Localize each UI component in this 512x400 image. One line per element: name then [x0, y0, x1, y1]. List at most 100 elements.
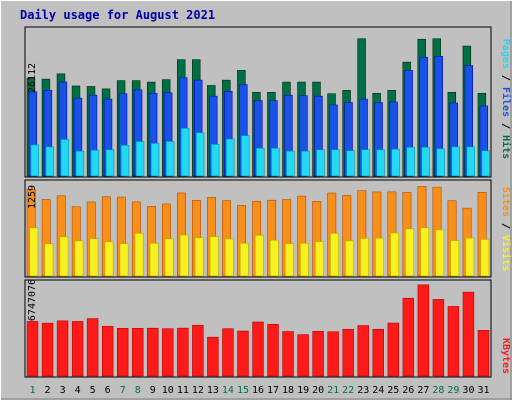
bar-sites-day-29	[450, 240, 460, 277]
bar-kbytes-day-23	[357, 325, 369, 377]
legend-separator-1: /	[500, 69, 511, 87]
bar-sites-day-9	[149, 243, 159, 277]
bar-pages-day-30	[466, 146, 475, 177]
bar-pages-day-18	[286, 150, 295, 177]
bar-sites-day-12	[194, 237, 204, 277]
bar-sites-day-26	[405, 228, 415, 277]
bar-sites-day-16	[254, 235, 264, 277]
bar-kbytes-day-10	[162, 328, 174, 377]
x-tick-label-day-1: 1	[30, 385, 36, 396]
svg-text:Pages / Files / Hits: Pages / Files / Hits	[500, 39, 512, 159]
bar-pages-day-8	[135, 141, 145, 177]
x-tick-label-day-2: 2	[45, 385, 51, 396]
bar-kbytes-day-11	[177, 327, 189, 377]
bar-sites-day-25	[390, 232, 400, 277]
x-tick-label-day-4: 4	[75, 385, 81, 396]
bar-pages-day-14	[226, 138, 235, 177]
x-tick-label-day-14: 14	[222, 385, 234, 396]
bar-sites-day-5	[89, 238, 99, 277]
x-tick-label-day-21: 21	[327, 385, 339, 396]
bar-kbytes-day-17	[267, 323, 279, 377]
bar-sites-day-13	[209, 236, 219, 277]
bar-kbytes-day-22	[342, 328, 354, 377]
x-tick-label-day-13: 13	[207, 385, 219, 396]
x-tick-label-day-19: 19	[297, 385, 309, 396]
bar-kbytes-day-15	[237, 330, 249, 377]
visits-sites-panel	[24, 179, 492, 278]
bar-pages-day-19	[301, 150, 310, 177]
bar-kbytes-day-25	[387, 322, 400, 377]
bar-kbytes-day-8	[132, 327, 144, 377]
bar-pages-day-20	[316, 149, 325, 177]
legend-panel-3: KBytes	[500, 338, 511, 374]
bar-pages-day-5	[90, 149, 100, 177]
bar-kbytes-day-28	[432, 299, 445, 377]
bar-kbytes-day-4	[71, 321, 84, 377]
bar-kbytes-day-12	[192, 324, 204, 377]
legend-separator-3: /	[500, 217, 511, 235]
x-tick-label-day-31: 31	[477, 385, 489, 396]
bar-kbytes-day-30	[462, 291, 475, 377]
x-tick-label-day-17: 17	[267, 385, 279, 396]
bar-pages-day-28	[436, 148, 445, 177]
bar-sites-day-30	[465, 237, 475, 277]
bar-pages-day-3	[60, 139, 70, 177]
bar-kbytes-day-27	[417, 284, 430, 377]
bar-kbytes-day-19	[297, 334, 309, 377]
bar-pages-day-23	[361, 149, 370, 177]
kbytes-panel	[24, 279, 492, 378]
bar-sites-day-11	[179, 234, 189, 277]
bar-kbytes-day-26	[402, 297, 415, 377]
bar-sites-day-17	[269, 239, 279, 277]
bar-kbytes-day-3	[56, 320, 69, 377]
bar-sites-day-8	[134, 232, 144, 277]
legend-files: Files	[500, 87, 512, 117]
legend-pages: Pages	[500, 39, 511, 69]
bar-sites-day-24	[375, 237, 385, 277]
bar-pages-day-2	[45, 146, 55, 177]
bar-pages-day-21	[331, 149, 340, 177]
legend-sites: Sites	[500, 187, 512, 217]
x-tick-label-day-9: 9	[150, 385, 156, 396]
x-tick-label-day-25: 25	[387, 385, 399, 396]
bar-sites-day-6	[104, 241, 114, 277]
legend-visits: Visits	[500, 235, 512, 271]
bar-kbytes-day-13	[207, 336, 219, 377]
bar-kbytes-day-9	[147, 327, 159, 377]
x-tick-label-day-28: 28	[432, 385, 444, 396]
y-max-label-panel-3: 6747076	[27, 279, 38, 321]
bar-pages-day-10	[165, 141, 175, 177]
bar-sites-day-21	[330, 232, 339, 277]
bar-kbytes-day-16	[252, 321, 264, 377]
x-tick-label-day-7: 7	[120, 385, 126, 396]
legend-hits: Hits	[500, 135, 512, 159]
hits-files-pages-panel	[24, 26, 492, 178]
x-tick-label-day-8: 8	[135, 385, 141, 396]
x-tick-label-day-16: 16	[252, 385, 264, 396]
bar-pages-day-1	[30, 144, 40, 177]
bar-pages-day-7	[120, 145, 130, 177]
bar-kbytes-day-21	[327, 331, 339, 377]
x-tick-label-day-3: 3	[60, 385, 66, 396]
bar-kbytes-day-5	[86, 318, 99, 377]
bar-sites-day-3	[59, 236, 69, 277]
x-tick-label-day-12: 12	[192, 385, 204, 396]
bar-sites-day-28	[435, 229, 445, 277]
bar-pages-day-13	[211, 144, 220, 177]
bar-sites-day-31	[480, 239, 490, 277]
bar-pages-day-29	[451, 146, 460, 177]
bar-pages-day-12	[195, 132, 205, 177]
bar-kbytes-day-29	[447, 306, 460, 377]
x-tick-label-day-6: 6	[105, 385, 111, 396]
bar-sites-day-18	[284, 243, 294, 277]
x-tick-label-day-5: 5	[90, 385, 96, 396]
bar-pages-day-9	[150, 143, 160, 177]
y-max-label-panel-2: 1259	[27, 185, 38, 209]
bar-kbytes-day-18	[282, 331, 294, 377]
bar-kbytes-day-20	[312, 330, 324, 377]
bar-pages-day-15	[241, 135, 250, 177]
bar-sites-day-10	[164, 238, 174, 277]
legend-kbytes: KBytes	[500, 338, 511, 374]
